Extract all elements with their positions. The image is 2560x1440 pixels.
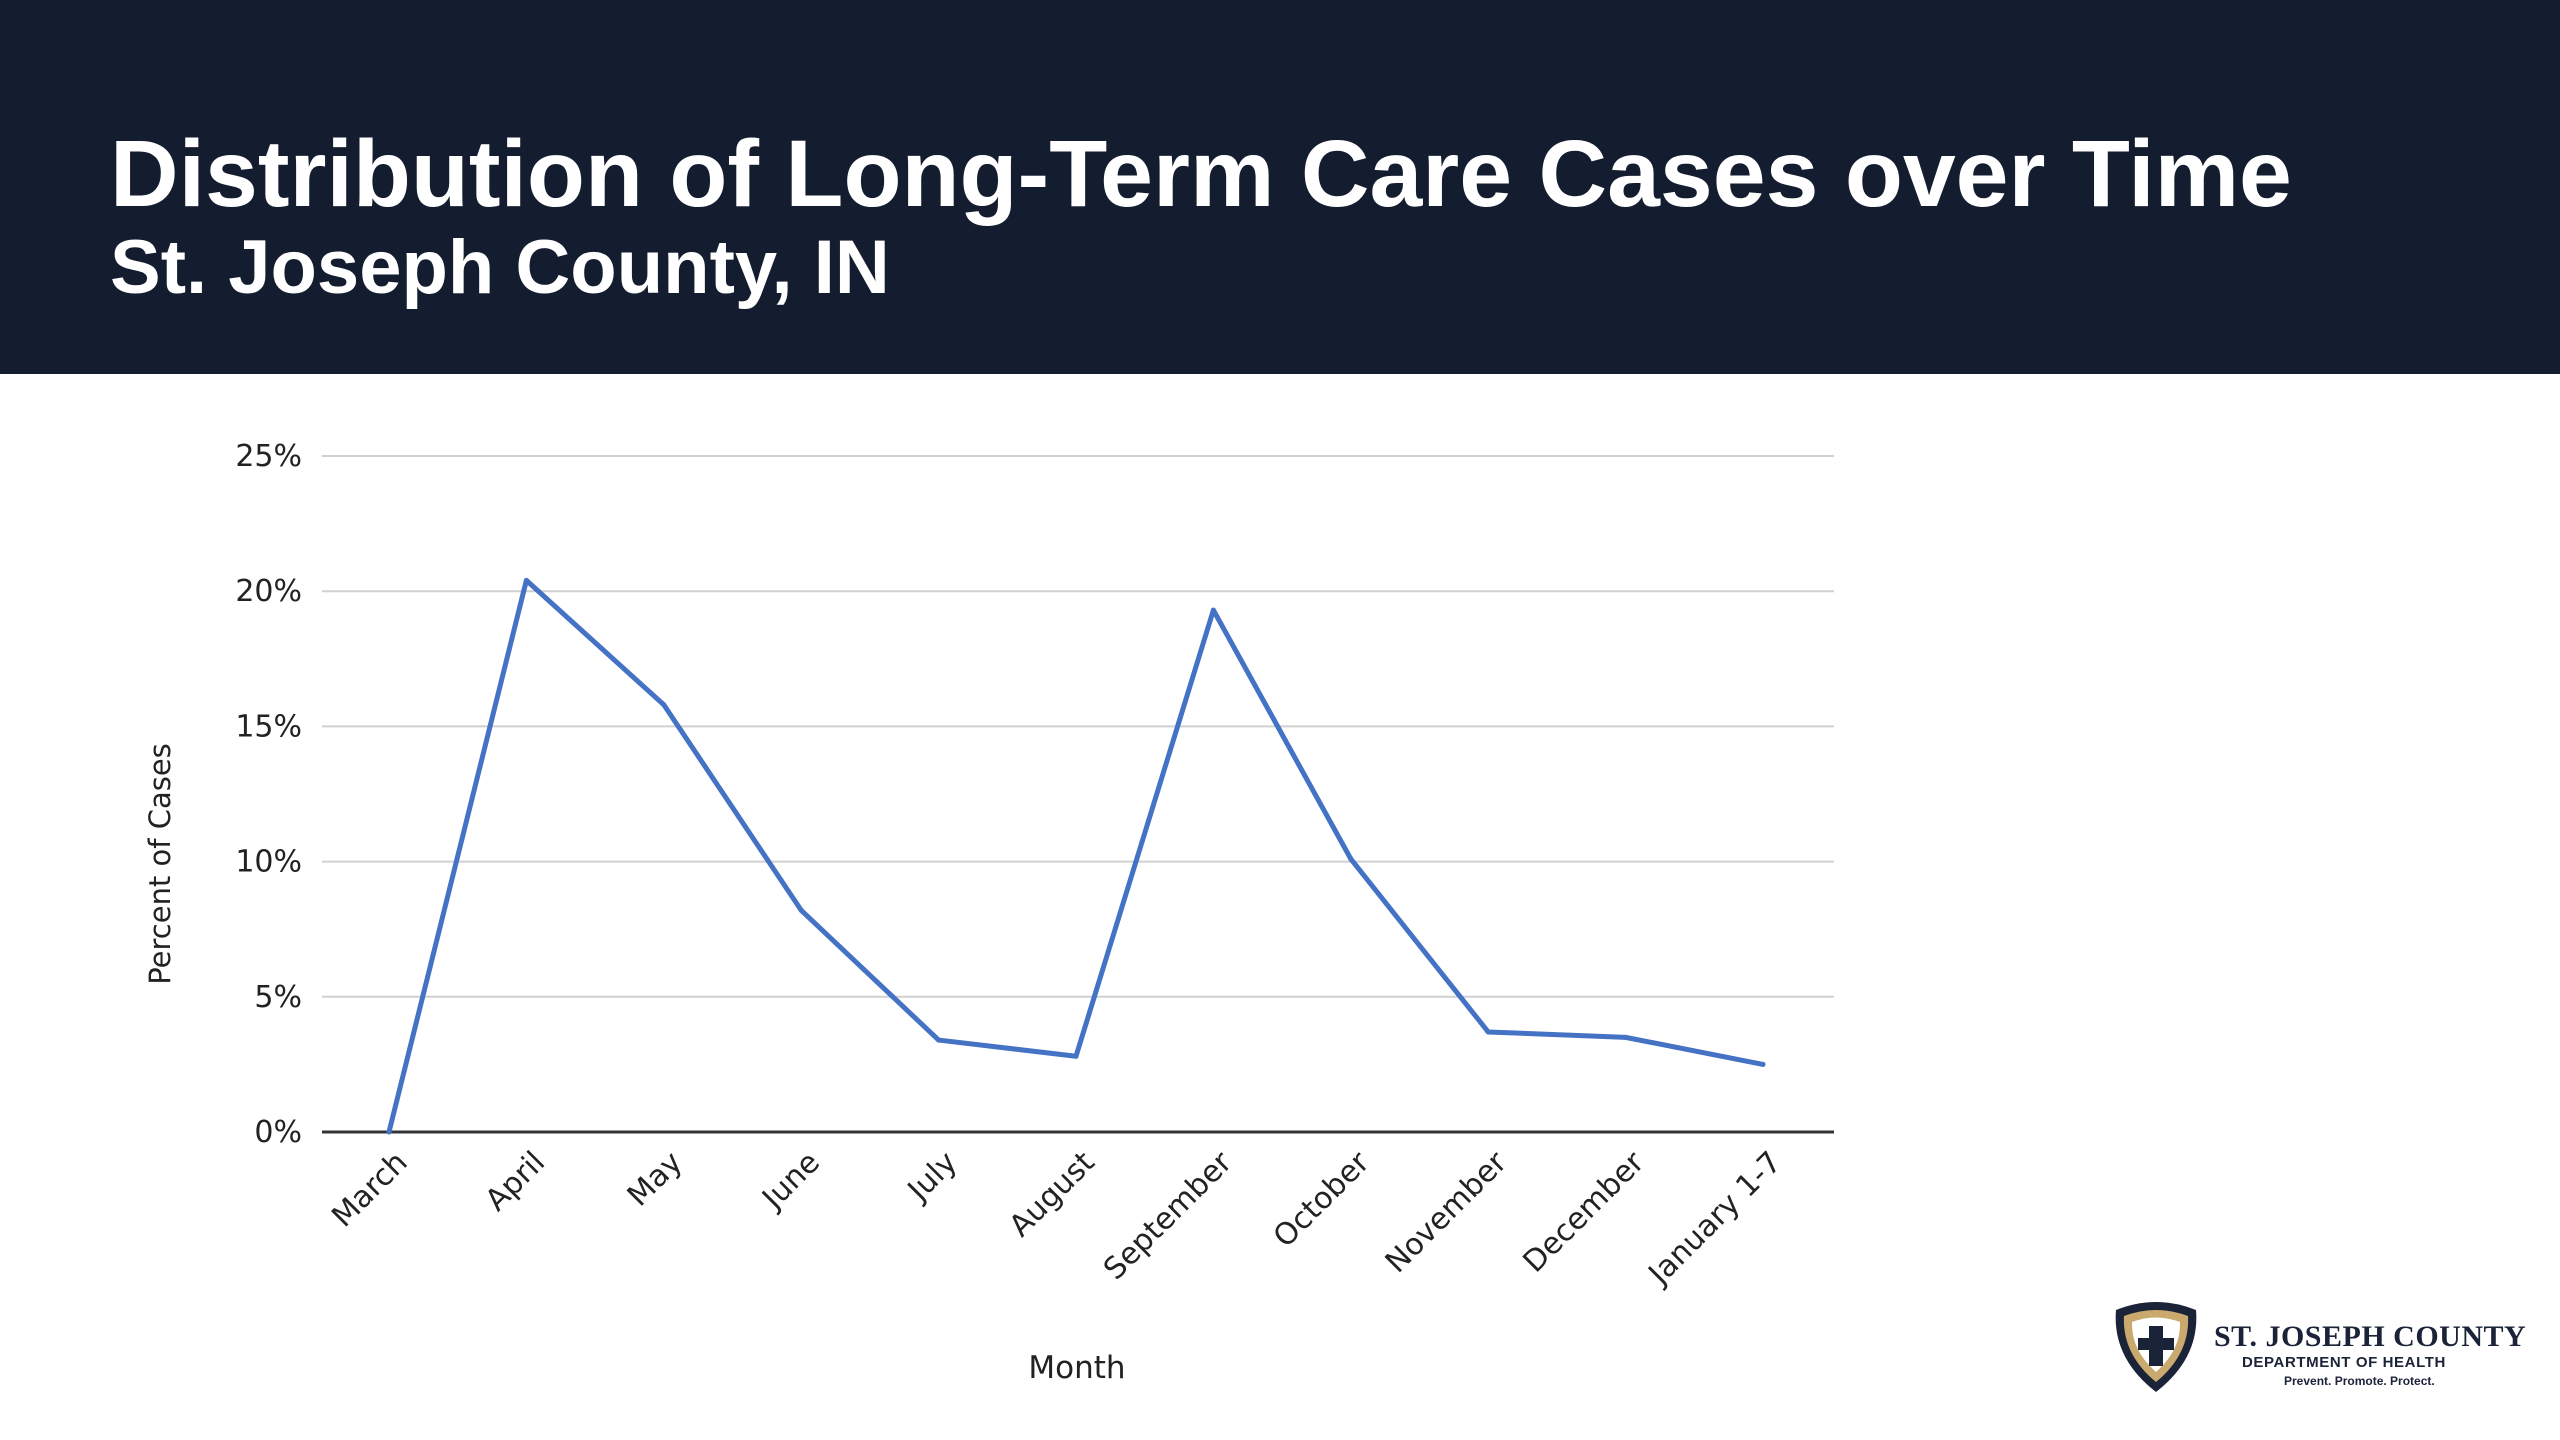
data-point <box>1073 1053 1079 1059</box>
y-tick-label: 15% <box>235 709 302 744</box>
logo-tagline: Prevent. Promote. Protect. <box>2284 1374 2435 1388</box>
health-department-logo: ST. JOSEPH COUNTY DEPARTMENT OF HEALTH P… <box>2108 1296 2528 1396</box>
line-chart: 0% 5% 10% 15% 20% 25% March April May June July Au… <box>143 439 1834 1386</box>
data-point <box>1623 1034 1629 1040</box>
data-point <box>1485 1029 1491 1035</box>
x-tick-label: November <box>1379 1144 1515 1280</box>
data-point <box>661 702 667 708</box>
data-point <box>1348 856 1354 862</box>
page-title: Distribution of Long-Term Care Cases ove… <box>110 121 2292 227</box>
data-point <box>1760 1061 1766 1067</box>
series-line <box>386 577 1766 1135</box>
x-axis-label: Month <box>1028 1350 1125 1386</box>
y-axis-label: Percent of Cases <box>143 743 177 985</box>
x-tick-label: January 1-7 <box>1641 1145 1789 1293</box>
data-point <box>936 1037 942 1043</box>
x-tick-label: March <box>325 1145 414 1234</box>
logo-department: DEPARTMENT OF HEALTH <box>2242 1354 2446 1371</box>
y-tick-label: 10% <box>235 845 302 880</box>
shield-cross-icon <box>2115 1302 2197 1392</box>
x-tick-label: December <box>1516 1144 1651 1279</box>
logo-county-name: ST. JOSEPH COUNTY <box>2214 1320 2527 1353</box>
x-tick-label: October <box>1267 1144 1377 1254</box>
data-point <box>523 577 529 583</box>
data-point <box>386 1129 392 1135</box>
y-tick-label: 20% <box>235 574 302 609</box>
data-point <box>1210 607 1216 613</box>
x-tick-label: June <box>754 1145 826 1217</box>
y-tick-labels: 0% 5% 10% 15% 20% 25% <box>235 439 302 1150</box>
y-tick-label: 0% <box>254 1115 302 1150</box>
x-tick-label: August <box>1003 1145 1102 1244</box>
gridlines <box>322 455 1834 1134</box>
x-tick-label: September <box>1097 1144 1239 1286</box>
x-tick-label: April <box>479 1145 552 1218</box>
y-tick-label: 25% <box>235 439 302 474</box>
x-tick-label: July <box>900 1145 964 1209</box>
x-tick-label: May <box>621 1145 690 1214</box>
y-tick-label: 5% <box>254 980 302 1015</box>
header-banner: Distribution of Long-Term Care Cases ove… <box>0 0 2560 374</box>
page-subtitle: St. Joseph County, IN <box>110 225 890 310</box>
data-point <box>798 907 804 913</box>
series-lines <box>386 577 1766 1135</box>
